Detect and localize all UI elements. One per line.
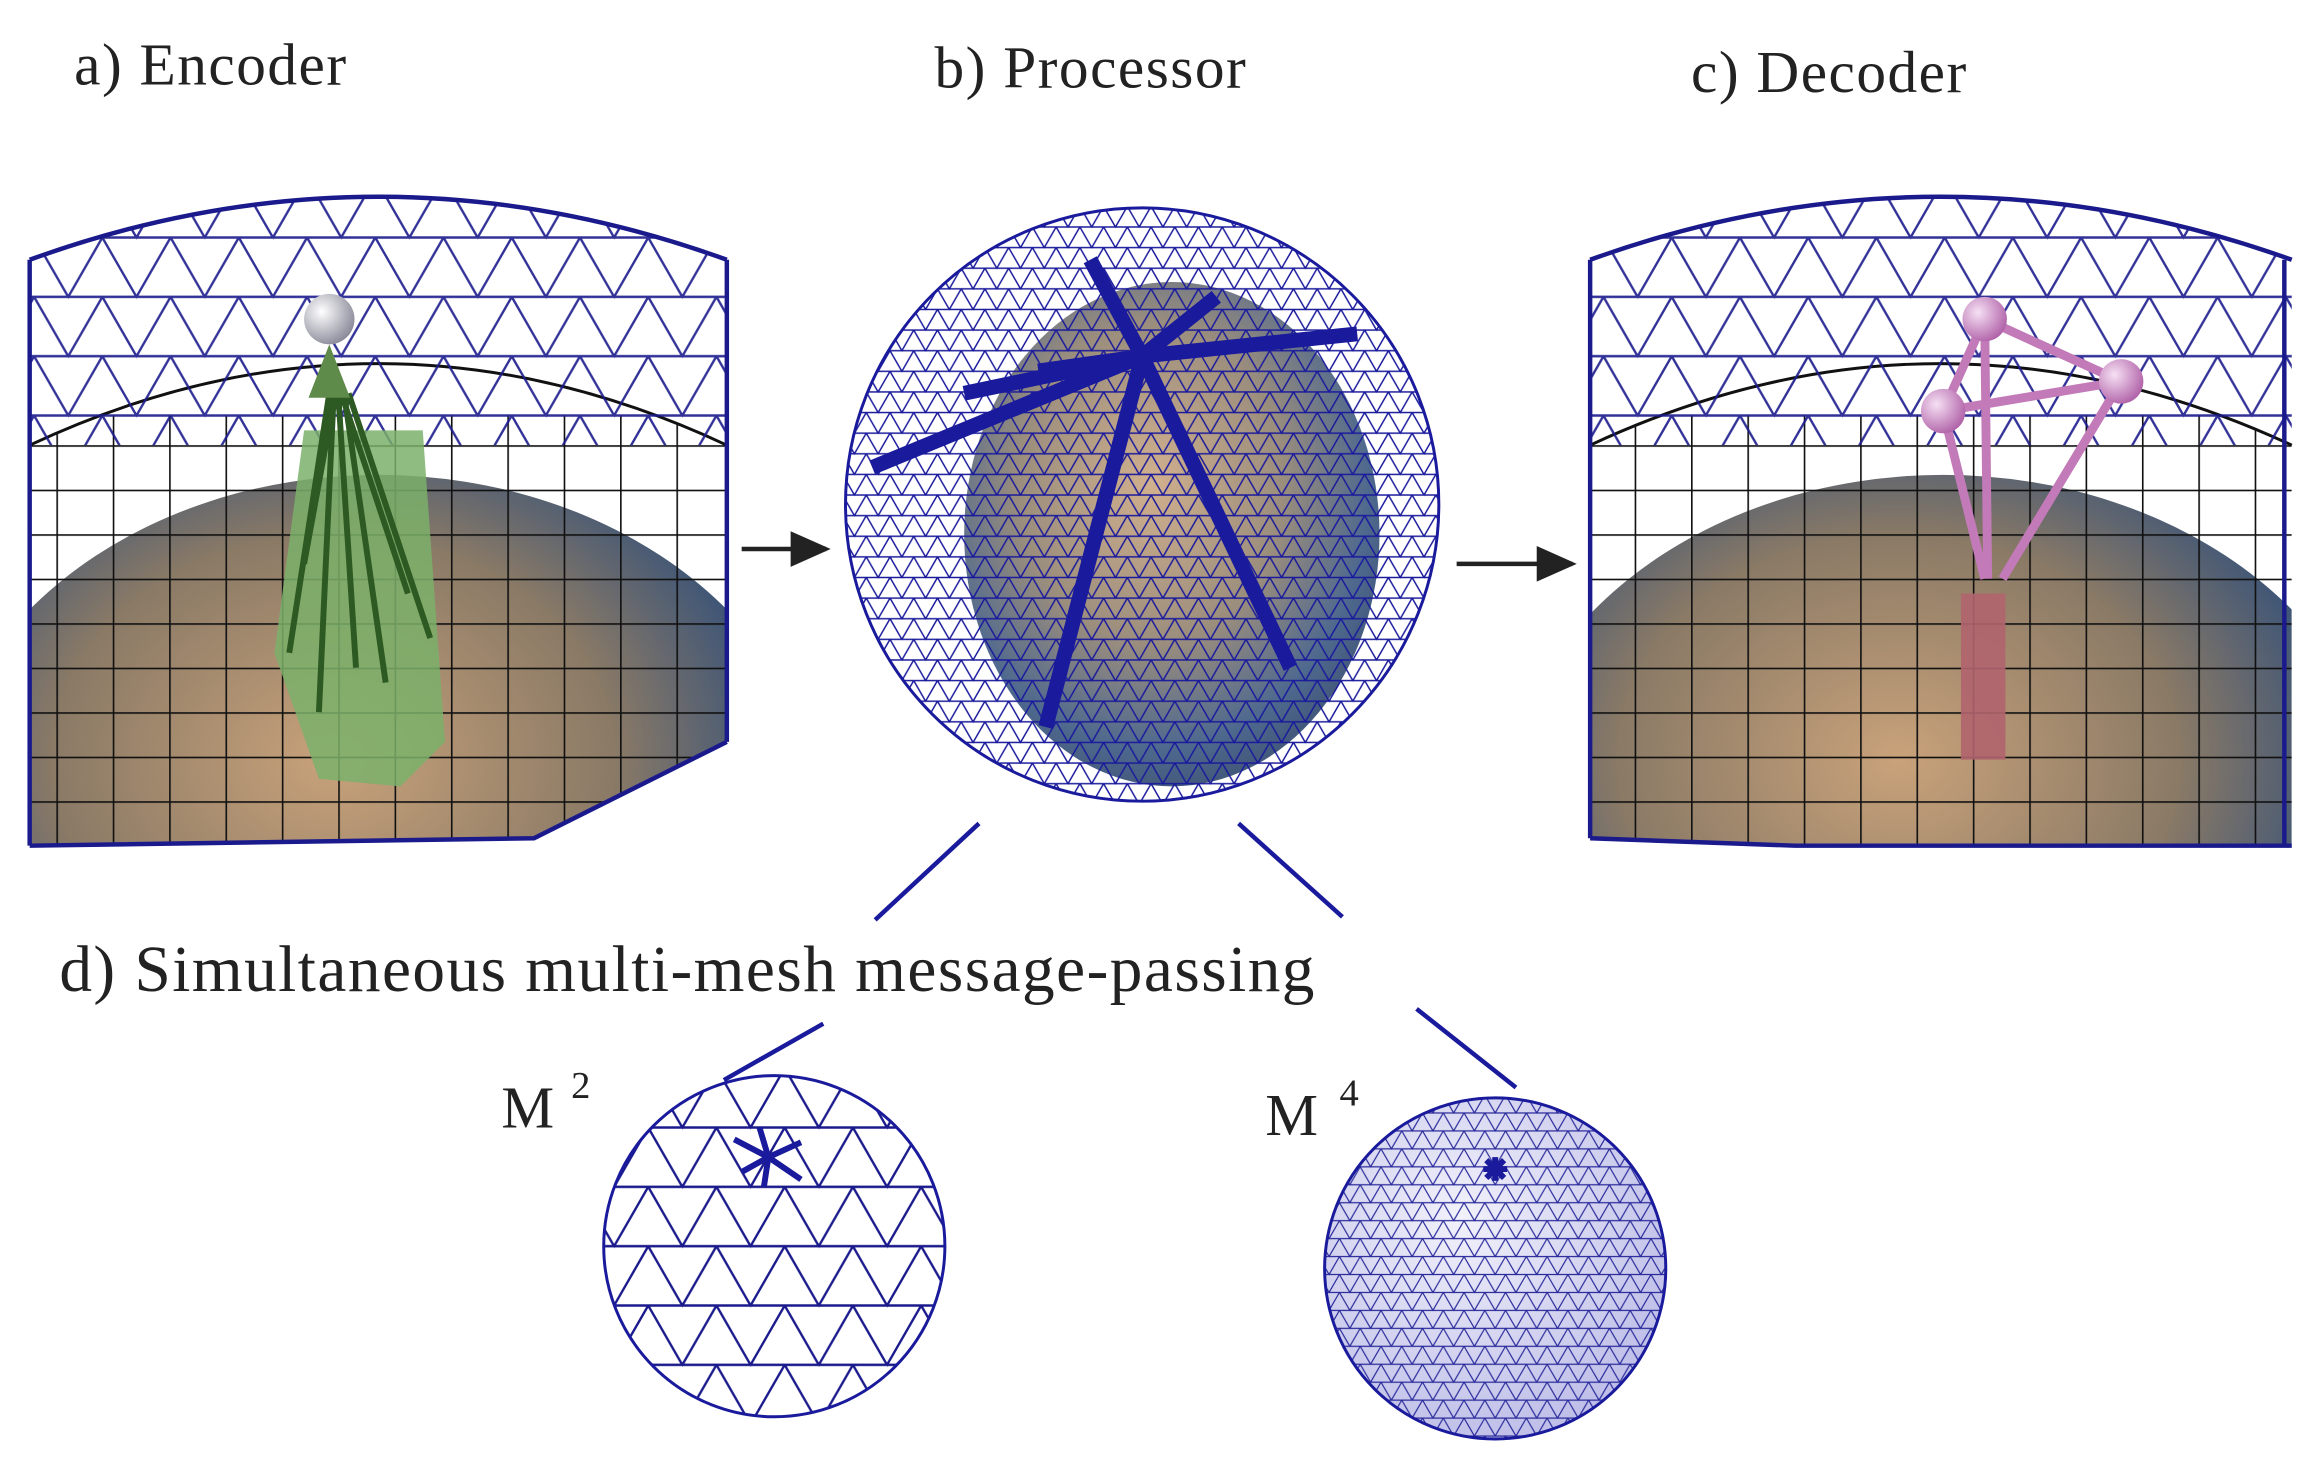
panel-title: a) Encoder: [74, 32, 347, 98]
sphere-outline: [1323, 1096, 1668, 1441]
decoder-edges: [1935, 313, 2137, 581]
mesh-node: [1920, 388, 1966, 434]
message-edges: [869, 256, 1359, 729]
grid-cell: [1960, 593, 2006, 760]
detail-title: d) Simultaneous multi-mesh message-passi…: [59, 934, 1316, 1006]
panel-title: c) Decoder: [1691, 39, 1968, 105]
processor-illustration: [844, 206, 1441, 803]
mesh-m2: [603, 1075, 945, 1417]
panel-title: b) Processor: [935, 35, 1248, 101]
lat-lon-grid: [1590, 415, 2292, 846]
zoom-line: [722, 821, 1518, 1090]
edge-bundle: [308, 344, 351, 398]
mesh-node: [1962, 296, 2007, 342]
encoder-illustration: [27, 194, 730, 848]
message-arrows: [732, 1126, 803, 1188]
coarse-mesh: [29, 196, 727, 446]
mesh-symbol: M: [501, 1075, 554, 1141]
sphere-outline: [844, 206, 1441, 803]
message-arrows: [1483, 1157, 1508, 1181]
multi-mesh: [845, 207, 1439, 802]
mesh-frame: [27, 194, 730, 848]
mesh-node: [2098, 359, 2144, 404]
mesh-level: 2: [571, 1065, 590, 1107]
encoder-edges: [286, 392, 433, 713]
mesh-level: 4: [1339, 1072, 1358, 1114]
mesh-symbol: M: [1265, 1082, 1318, 1148]
mesh-node: [304, 293, 355, 345]
mesh-m4: [1324, 1097, 1666, 1440]
decoder-illustration: [1587, 194, 2293, 848]
mesh-frame: [1587, 194, 2293, 848]
sphere-outline: [602, 1074, 947, 1419]
